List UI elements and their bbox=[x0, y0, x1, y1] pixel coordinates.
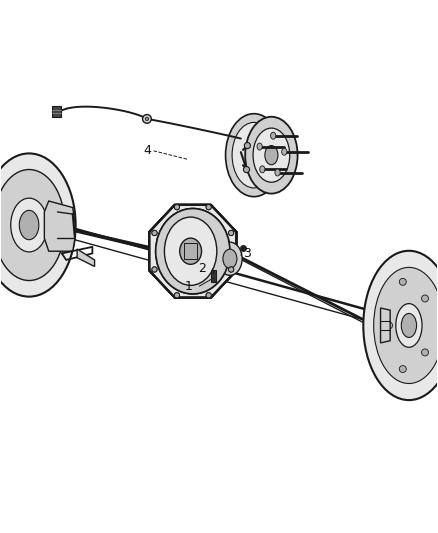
Ellipse shape bbox=[253, 128, 290, 182]
Circle shape bbox=[399, 366, 406, 373]
Ellipse shape bbox=[218, 242, 242, 276]
Ellipse shape bbox=[396, 304, 422, 348]
Text: 3: 3 bbox=[243, 247, 251, 260]
Ellipse shape bbox=[363, 251, 438, 400]
Ellipse shape bbox=[401, 313, 417, 337]
Circle shape bbox=[206, 205, 211, 210]
Ellipse shape bbox=[164, 217, 217, 285]
Circle shape bbox=[229, 230, 234, 236]
Ellipse shape bbox=[0, 169, 65, 280]
Ellipse shape bbox=[180, 238, 201, 264]
Ellipse shape bbox=[155, 208, 230, 294]
Circle shape bbox=[174, 293, 180, 298]
Ellipse shape bbox=[265, 146, 278, 165]
Circle shape bbox=[152, 230, 157, 236]
Polygon shape bbox=[77, 249, 95, 266]
Circle shape bbox=[244, 166, 250, 173]
Circle shape bbox=[421, 349, 428, 356]
Circle shape bbox=[174, 293, 180, 298]
Ellipse shape bbox=[19, 211, 39, 240]
Ellipse shape bbox=[0, 154, 76, 297]
Polygon shape bbox=[381, 308, 390, 343]
Circle shape bbox=[174, 205, 180, 210]
Circle shape bbox=[152, 267, 157, 272]
Polygon shape bbox=[52, 106, 60, 117]
Circle shape bbox=[421, 295, 428, 302]
Text: 4: 4 bbox=[143, 144, 151, 157]
Circle shape bbox=[145, 117, 149, 120]
Circle shape bbox=[385, 322, 392, 329]
Circle shape bbox=[399, 278, 406, 285]
Circle shape bbox=[229, 267, 234, 272]
Ellipse shape bbox=[226, 114, 283, 197]
Polygon shape bbox=[149, 205, 237, 297]
Ellipse shape bbox=[155, 208, 230, 294]
Polygon shape bbox=[149, 205, 237, 297]
Ellipse shape bbox=[11, 198, 47, 252]
Ellipse shape bbox=[282, 148, 287, 155]
Circle shape bbox=[244, 142, 251, 149]
Text: 2: 2 bbox=[198, 262, 206, 275]
Ellipse shape bbox=[374, 268, 438, 384]
Circle shape bbox=[206, 293, 211, 298]
Ellipse shape bbox=[223, 249, 237, 268]
Circle shape bbox=[229, 230, 234, 236]
Ellipse shape bbox=[180, 238, 201, 264]
Text: 1: 1 bbox=[185, 280, 193, 293]
Ellipse shape bbox=[260, 166, 265, 173]
Circle shape bbox=[152, 267, 157, 272]
Circle shape bbox=[206, 293, 211, 298]
Ellipse shape bbox=[164, 217, 217, 285]
Polygon shape bbox=[44, 201, 75, 251]
Polygon shape bbox=[211, 270, 216, 282]
Circle shape bbox=[229, 267, 234, 272]
Ellipse shape bbox=[257, 143, 262, 150]
Ellipse shape bbox=[275, 169, 280, 176]
Circle shape bbox=[174, 205, 180, 210]
Ellipse shape bbox=[232, 123, 276, 188]
Circle shape bbox=[206, 205, 211, 210]
Circle shape bbox=[143, 115, 151, 123]
Ellipse shape bbox=[271, 132, 276, 139]
Ellipse shape bbox=[245, 117, 297, 193]
Circle shape bbox=[152, 230, 157, 236]
